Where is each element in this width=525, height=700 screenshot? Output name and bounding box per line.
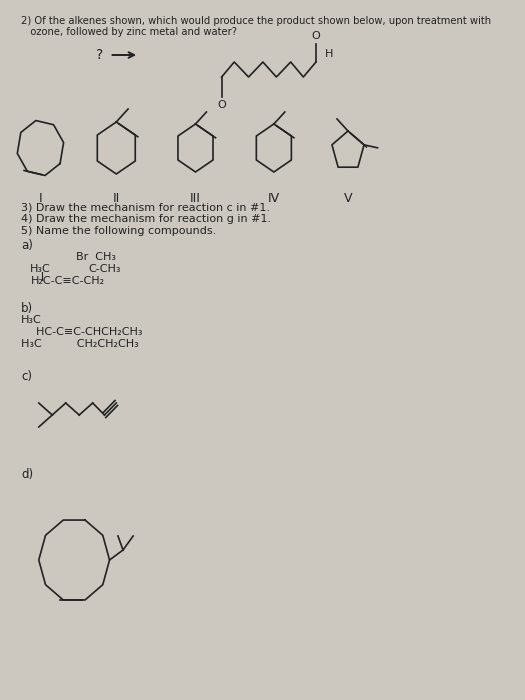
Text: Br  CH₃: Br CH₃ (76, 252, 116, 262)
Text: II: II (113, 192, 120, 205)
Text: H₃C: H₃C (21, 315, 42, 325)
Text: ozone, followed by zinc metal and water?: ozone, followed by zinc metal and water? (21, 27, 237, 37)
Text: C-CH₃: C-CH₃ (89, 264, 121, 274)
Text: O: O (217, 100, 226, 110)
Text: I: I (39, 192, 42, 205)
Text: c): c) (21, 370, 32, 383)
Text: IV: IV (268, 192, 280, 205)
Text: H: H (326, 49, 333, 59)
Text: H₃C: H₃C (29, 264, 50, 274)
Text: 3) Draw the mechanism for reaction c in #1.: 3) Draw the mechanism for reaction c in … (21, 202, 270, 212)
Text: b): b) (21, 302, 33, 315)
Text: H₃C          CH₂CH₂CH₃: H₃C CH₂CH₂CH₃ (21, 339, 139, 349)
Text: O: O (312, 31, 320, 41)
Text: a): a) (21, 239, 33, 252)
Text: 4) Draw the mechanism for reaction g in #1.: 4) Draw the mechanism for reaction g in … (21, 214, 271, 224)
Text: III: III (190, 192, 201, 205)
Text: d): d) (21, 468, 33, 481)
Text: H₂C-C≡C-CH₂: H₂C-C≡C-CH₂ (31, 276, 106, 286)
Text: HC-C≡C-CHCH₂CH₃: HC-C≡C-CHCH₂CH₃ (29, 327, 143, 337)
Text: V: V (344, 192, 352, 205)
Text: ?: ? (96, 48, 103, 62)
Text: 2) Of the alkenes shown, which would produce the product shown below, upon treat: 2) Of the alkenes shown, which would pro… (21, 16, 491, 26)
Text: 5) Name the following compounds.: 5) Name the following compounds. (21, 226, 216, 236)
